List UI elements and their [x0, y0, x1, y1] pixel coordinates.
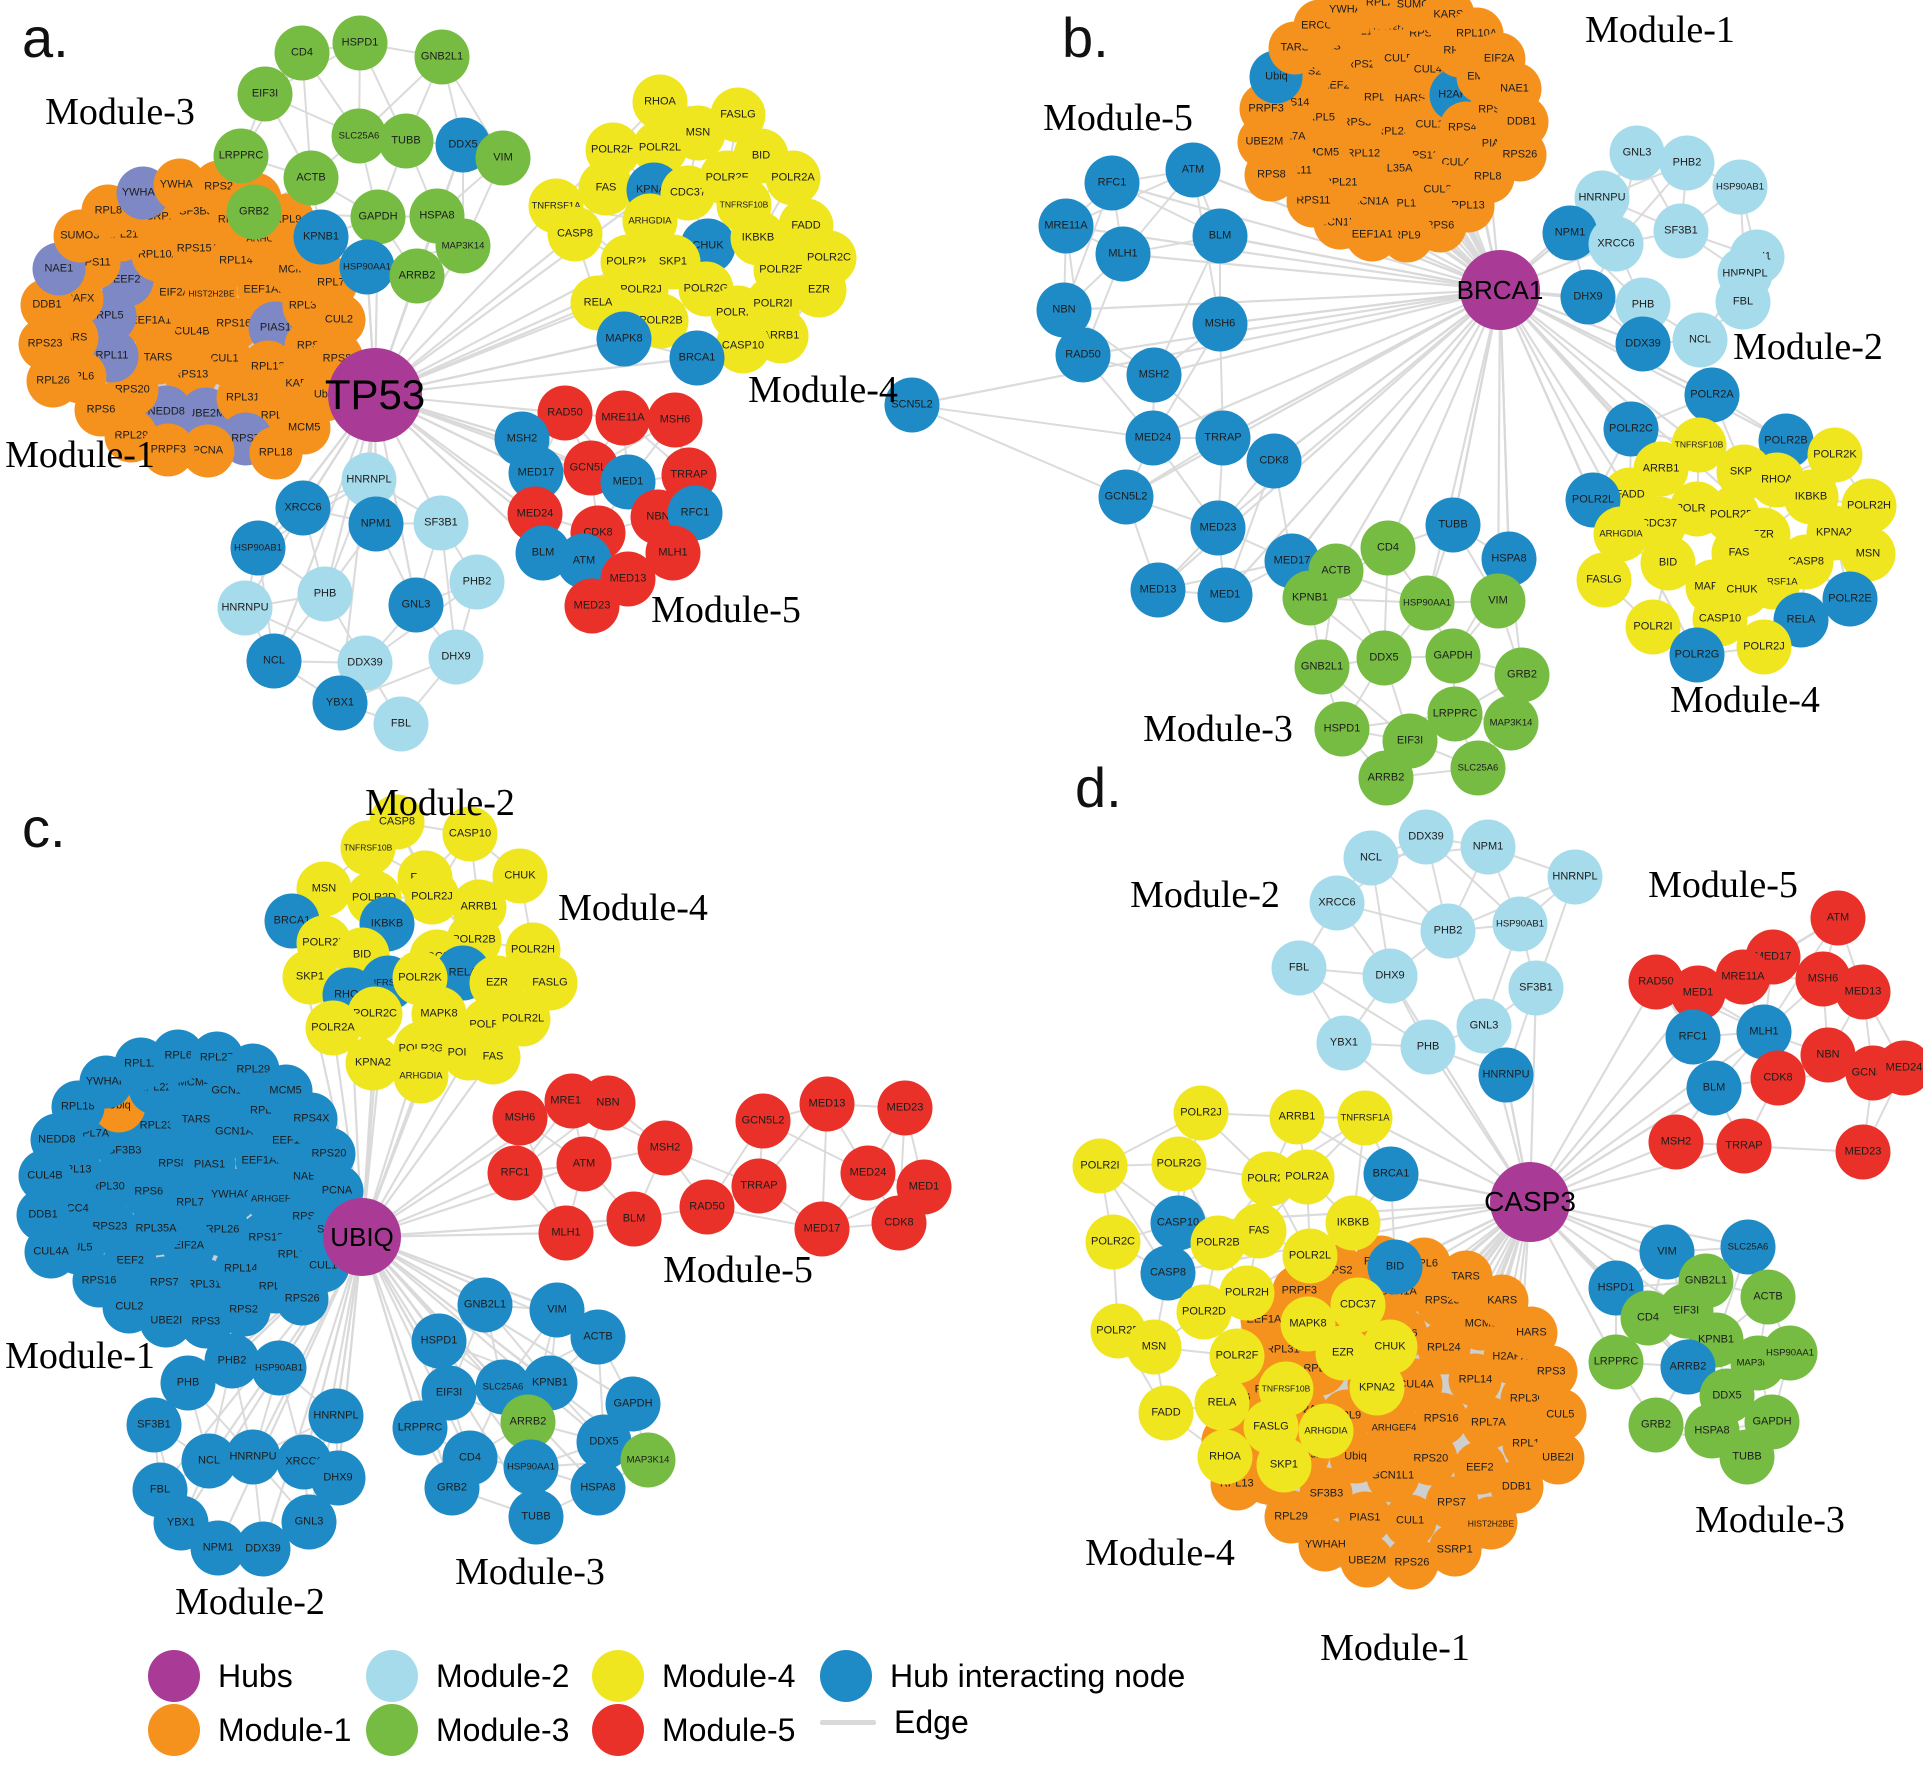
edge: [361, 1236, 605, 1443]
edge: [1153, 288, 1501, 377]
edge: [261, 1236, 364, 1550]
edge: [1386, 289, 1502, 549]
edge: [1335, 289, 1501, 572]
module-3-swatch: [366, 1704, 418, 1756]
edge: [1273, 289, 1501, 462]
hubs-swatch: [148, 1650, 200, 1702]
edge: [1217, 289, 1501, 529]
edge: [1529, 981, 1657, 1203]
edge-swatch: [820, 1720, 876, 1725]
edge: [272, 394, 377, 662]
module-1-swatch: [148, 1704, 200, 1756]
legend-item-module-2: Module-2: [366, 1650, 569, 1702]
legend-label: Module-2: [436, 1657, 570, 1694]
edge: [911, 404, 1127, 498]
legend-item-hubs: Hubs: [148, 1650, 293, 1702]
edge: [374, 189, 655, 396]
edge: [374, 356, 698, 397]
edge: [1499, 289, 1700, 446]
hub-interacting-node-swatch: [820, 1650, 872, 1702]
edge: [911, 404, 1154, 439]
edge: [1082, 288, 1501, 357]
legend-item-module-3: Module-3: [366, 1704, 569, 1756]
edge: [1219, 234, 1501, 292]
legend-label: Hubs: [218, 1657, 293, 1694]
legend-item-hub-interacting-node: Hub interacting node: [820, 1650, 1185, 1702]
edge: [1122, 252, 1501, 292]
module-4-swatch: [592, 1650, 644, 1702]
edge: [1498, 289, 1511, 560]
edge: [1219, 288, 1501, 326]
legend-label: Module-3: [436, 1711, 570, 1748]
module-5-swatch: [592, 1704, 644, 1756]
edge: [1529, 1031, 1765, 1203]
legend-item-module-4: Module-4: [592, 1650, 795, 1702]
legend-item-module-5: Module-5: [592, 1704, 795, 1756]
legend-item-edge: Edge: [820, 1704, 969, 1741]
legend-label: Module-5: [662, 1711, 796, 1748]
legend-label: Module-1: [218, 1711, 352, 1748]
legend-label: Edge: [894, 1704, 969, 1740]
edge: [1389, 975, 1531, 1203]
edge: [1111, 181, 1501, 292]
edge: [1425, 289, 1502, 604]
legend-item-module-1: Module-1: [148, 1704, 351, 1756]
edge: [1222, 289, 1501, 439]
edge: [1291, 289, 1501, 562]
legend-label: Module-4: [662, 1657, 796, 1694]
module-2-swatch: [366, 1650, 418, 1702]
edge: [1063, 288, 1501, 312]
edge: [1499, 289, 1631, 496]
legend-label: Hub interacting node: [890, 1657, 1186, 1694]
